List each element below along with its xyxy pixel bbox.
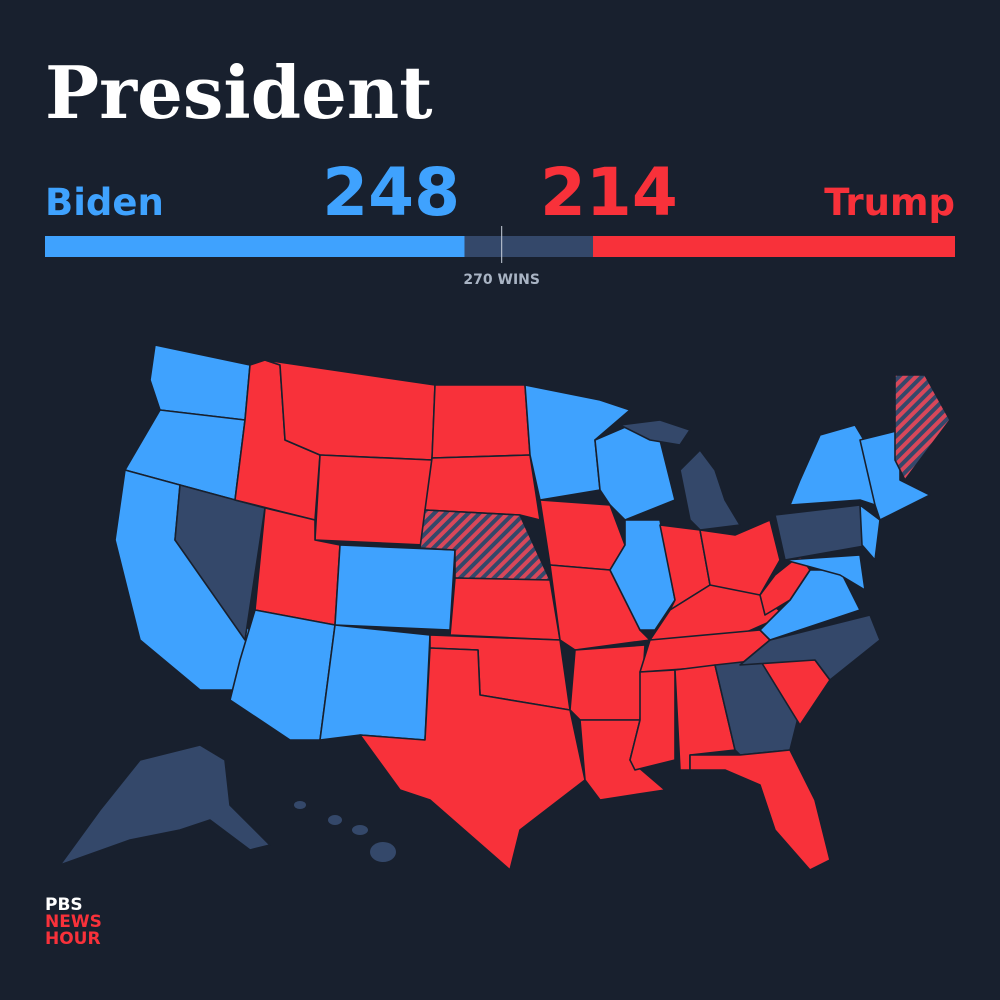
candidate-votes: 214 (540, 154, 678, 231)
state (314, 454, 433, 546)
state (334, 544, 456, 631)
us-map (59, 344, 951, 871)
logo-text: PBS (45, 895, 83, 915)
state (319, 624, 431, 741)
state (739, 614, 881, 681)
island (352, 825, 368, 835)
island (328, 815, 342, 825)
bar (45, 236, 465, 257)
island (370, 842, 396, 862)
candidate-name: Biden (45, 181, 164, 224)
state (449, 577, 561, 641)
state (59, 744, 271, 866)
state (424, 454, 541, 521)
state (784, 554, 866, 591)
state (569, 644, 646, 721)
threshold-label: 270 WINS (463, 272, 540, 288)
state (359, 647, 586, 871)
state (759, 554, 811, 616)
state (431, 384, 531, 459)
candidate-votes: 248 (322, 154, 460, 231)
logo-text: NEWS (45, 912, 102, 932)
state (689, 749, 831, 871)
title: President (45, 50, 433, 135)
state (679, 449, 741, 531)
state (859, 504, 881, 561)
logo-text: HOUR (45, 929, 101, 949)
state (539, 499, 626, 571)
bar (593, 236, 955, 257)
candidate-name: Trump (824, 181, 955, 224)
race-summary: 270 WINS Biden 248 214 Trump (45, 154, 955, 288)
state (894, 374, 951, 481)
state (619, 419, 691, 446)
island (294, 801, 306, 809)
